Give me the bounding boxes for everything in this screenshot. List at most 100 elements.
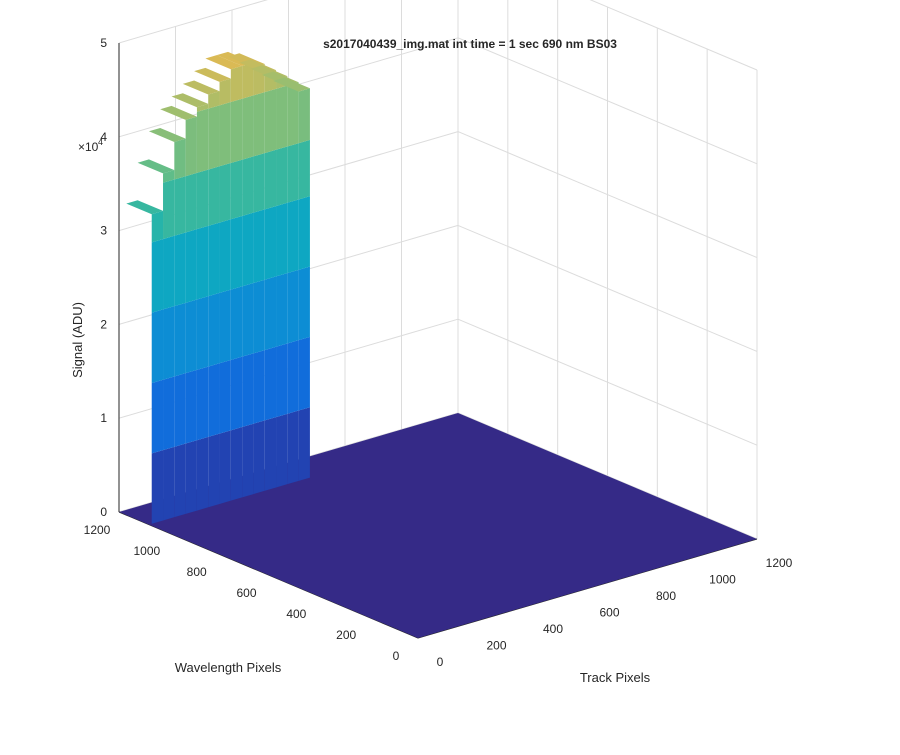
ridge-band: [163, 446, 175, 521]
ridge-band: [276, 413, 288, 488]
ridge-band: [298, 336, 310, 411]
ridge-band: [196, 436, 209, 511]
ridge-band: [298, 88, 310, 144]
chart-title: s2017040439_img.mat int time = 1 sec 690…: [323, 37, 617, 51]
x-tick-label: 1000: [709, 573, 736, 587]
ridge-band: [174, 176, 186, 236]
track-ridge: [126, 200, 164, 524]
ridge-band: [287, 82, 299, 147]
ridge-band: [242, 95, 254, 160]
tick-labels: 0200400600800100012000200400600800100012…: [84, 36, 793, 669]
z-exponent-power: 4: [98, 137, 103, 147]
ridge-band: [174, 138, 186, 180]
ridge-band: [253, 92, 265, 157]
ridge-band: [185, 299, 197, 374]
ridge-band: [196, 225, 209, 300]
ridge-band: [298, 196, 310, 270]
ridge-band: [208, 166, 220, 226]
ridge-band: [151, 210, 164, 243]
x-tick-label: 1200: [766, 556, 793, 570]
x-tick-label: 200: [486, 639, 506, 653]
track-ridge: [182, 80, 220, 508]
ridge-band: [163, 170, 175, 183]
grid-line: [457, 224, 758, 352]
ridge-band: [208, 363, 220, 437]
ridge-band: [163, 306, 175, 380]
ridge-band: [151, 379, 164, 454]
ridge-band: [230, 286, 243, 360]
y-tick-label: 600: [236, 586, 256, 600]
z-tick-label: 1: [100, 411, 107, 425]
ridge-band: [287, 199, 299, 274]
ridge-band: [219, 162, 231, 223]
track-ridge: [250, 65, 288, 488]
y-tick-label: 1000: [133, 544, 160, 558]
ridge-band: [163, 376, 175, 451]
ridge-band: [151, 450, 164, 524]
ridge-band: [208, 222, 220, 297]
ridge-band: [242, 353, 254, 428]
track-ridge: [273, 77, 310, 481]
track-ridge: [194, 67, 231, 504]
ridge-band: [230, 159, 243, 220]
ridge-band: [242, 212, 254, 287]
x-tick-label: 0: [437, 655, 444, 669]
ridge-band: [287, 340, 299, 414]
z-tick-label: 0: [100, 505, 107, 519]
ridge-band: [287, 410, 299, 485]
ridge-top: [126, 200, 164, 215]
z-tick-label: 4: [100, 130, 107, 144]
ridge-top: [171, 93, 209, 108]
ridge-band: [230, 98, 243, 163]
ridge-band: [185, 116, 197, 177]
x-axis-label: Track Pixels: [580, 670, 651, 685]
ridge-band: [185, 172, 197, 233]
y-tick-label: 800: [187, 565, 207, 579]
y-tick-label: 200: [336, 628, 356, 642]
ridge-band: [298, 139, 310, 200]
ridge-band: [264, 88, 277, 154]
ridge-band: [264, 417, 277, 491]
z-tick-label: 3: [100, 224, 107, 238]
ridge-band: [163, 179, 175, 240]
track-ridge: [148, 127, 186, 518]
ridge-band: [151, 309, 164, 384]
y-tick-label: 1200: [84, 523, 111, 537]
track-ridge: [228, 53, 265, 495]
ridge-band: [151, 239, 164, 313]
ridge-band: [276, 202, 288, 277]
ridge-band: [242, 423, 254, 498]
ridge-band: [264, 206, 277, 280]
ridge-top: [273, 77, 310, 92]
ridge-band: [253, 350, 265, 424]
grid-line: [589, 0, 758, 71]
ridge-band: [208, 433, 220, 508]
ridge-band: [287, 269, 299, 344]
ridge-band: [264, 346, 277, 421]
ridge-top: [160, 105, 197, 120]
ridge-band: [185, 440, 197, 514]
ridge-band: [230, 356, 243, 431]
track-ridge: [160, 105, 197, 514]
ridge-band: [208, 105, 220, 170]
ridge-band: [174, 302, 186, 377]
ridge-band: [219, 430, 231, 504]
ridge-top: [182, 80, 220, 95]
ridge-band: [163, 235, 175, 310]
grid-line: [457, 37, 758, 165]
z-tick-label: 2: [100, 317, 107, 331]
z-exponent: ×10 4: [78, 137, 103, 154]
ridge-band: [276, 85, 288, 150]
ridge-band: [230, 65, 243, 103]
x-tick-label: 800: [656, 589, 676, 603]
grid-line: [457, 318, 758, 446]
ridge-band: [196, 108, 209, 173]
ridge-band: [219, 78, 231, 106]
ridge-top: [205, 55, 243, 70]
ridge-band: [196, 366, 209, 441]
y-tick-label: 0: [393, 649, 400, 663]
y-tick-label: 400: [286, 607, 306, 621]
track-ridge: [205, 55, 243, 501]
ridge-top: [148, 127, 186, 142]
